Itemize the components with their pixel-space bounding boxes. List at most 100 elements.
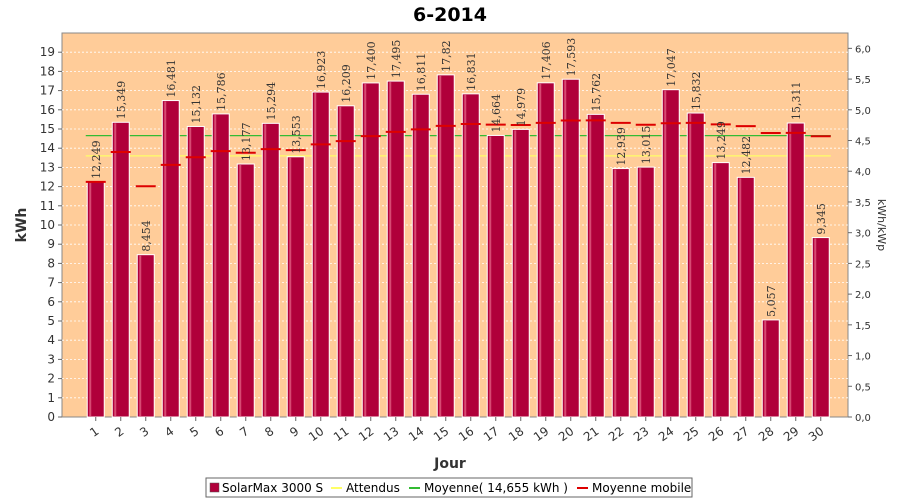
bar-highlight bbox=[289, 157, 292, 416]
x-tick-label: 30 bbox=[806, 424, 827, 444]
data-label: 13,553 bbox=[290, 115, 303, 154]
y-tick-label: 4 bbox=[47, 333, 55, 347]
bar-highlight bbox=[339, 106, 342, 416]
y2-tick-label: 4,5 bbox=[855, 137, 871, 148]
bar-highlight bbox=[564, 80, 567, 416]
bar-highlight bbox=[189, 127, 192, 416]
bar-highlight bbox=[764, 320, 767, 416]
data-label: 12,939 bbox=[615, 127, 628, 166]
y-tick-label: 3 bbox=[47, 352, 55, 366]
bar-highlight bbox=[89, 182, 92, 416]
bar-highlight bbox=[439, 75, 442, 416]
y-tick-label: 2 bbox=[47, 372, 55, 386]
data-label: 12,249 bbox=[90, 140, 103, 179]
bar-highlight bbox=[314, 93, 317, 416]
y-tick-label: 15 bbox=[40, 122, 55, 136]
x-tick-label: 3 bbox=[137, 424, 151, 440]
x-tick-label: 11 bbox=[331, 424, 352, 444]
x-tick-label: 15 bbox=[431, 424, 452, 444]
bar-highlight bbox=[514, 130, 517, 416]
y-tick-label: 18 bbox=[40, 64, 55, 78]
bar-highlight bbox=[589, 115, 592, 416]
data-label: 12,482 bbox=[740, 136, 753, 175]
bar-highlight bbox=[239, 165, 242, 416]
legend-label-moyenne: Moyenne( 14,655 kWh ) bbox=[424, 481, 568, 495]
y-tick-label: 19 bbox=[40, 45, 55, 59]
x-tick-label: 18 bbox=[506, 424, 527, 444]
data-label: 13,249 bbox=[715, 121, 728, 160]
y-tick-label: 1 bbox=[47, 391, 55, 405]
bar-highlight bbox=[214, 114, 217, 416]
data-label: 13,177 bbox=[240, 123, 253, 162]
y2-tick-label: 1,0 bbox=[855, 352, 871, 363]
x-tick-label: 10 bbox=[306, 424, 327, 444]
data-label: 16,811 bbox=[415, 53, 428, 92]
bar-highlight bbox=[264, 124, 267, 417]
moving-average bbox=[85, 119, 831, 188]
data-label: 16,831 bbox=[465, 52, 478, 91]
x-tick-label: 29 bbox=[781, 424, 802, 444]
data-label: 17,593 bbox=[565, 38, 578, 77]
x-axis-label: Jour bbox=[433, 456, 466, 472]
y2-tick-label: 3,0 bbox=[855, 229, 871, 240]
y-tick-label: 7 bbox=[47, 276, 55, 290]
x-tick-label: 14 bbox=[406, 424, 427, 444]
x-tick-label: 4 bbox=[162, 424, 176, 440]
x-tick-label: 8 bbox=[262, 424, 276, 440]
bar-highlight bbox=[414, 95, 417, 417]
x-axis-ticks: 1 2 3 4 5 6 7 8 9 10 11 12 13 14 15 16 17 18 19 20 21 22 23 24 2… bbox=[87, 417, 826, 444]
reference-lines bbox=[85, 135, 831, 157]
data-label: 17,406 bbox=[540, 41, 553, 80]
data-label: 14,664 bbox=[490, 94, 503, 133]
data-label: 15,294 bbox=[265, 82, 278, 121]
y-tick-label: 16 bbox=[40, 103, 55, 117]
bar-highlight bbox=[814, 238, 817, 416]
x-tick-label: 13 bbox=[381, 424, 402, 444]
y-tick-label: 10 bbox=[40, 218, 55, 232]
data-label: 17,047 bbox=[665, 48, 678, 87]
data-label: 16,481 bbox=[165, 59, 178, 98]
x-tick-label: 12 bbox=[356, 424, 377, 444]
x-tick-label: 21 bbox=[581, 424, 602, 444]
data-label: 16,923 bbox=[315, 51, 328, 90]
y2-tick-label: 2,5 bbox=[855, 259, 871, 270]
y2-tick-label: 2,0 bbox=[855, 290, 871, 301]
y2-axis-ticks: 0,0 0,5 1,0 1,5 2,0 2,5 3,0 3,5 4,0 4,5 5,0 5,5 6,0 bbox=[848, 44, 871, 424]
legend-label-bars: SolarMax 3000 S bbox=[222, 481, 323, 495]
x-tick-label: 26 bbox=[706, 424, 727, 444]
bar-highlight bbox=[464, 94, 467, 417]
data-label: 17,82 bbox=[440, 40, 453, 72]
y-tick-label: 12 bbox=[40, 180, 55, 194]
bar-highlight bbox=[614, 169, 617, 416]
bar-highlight bbox=[714, 163, 717, 416]
x-tick-label: 6 bbox=[212, 424, 226, 440]
data-label: 15,786 bbox=[215, 72, 228, 111]
bars bbox=[86, 74, 830, 418]
y-tick-label: 14 bbox=[40, 141, 55, 155]
x-tick-label: 5 bbox=[187, 424, 201, 440]
y2-tick-label: 0,5 bbox=[855, 382, 871, 393]
bar-highlight bbox=[639, 168, 642, 416]
y2-tick-label: 3,5 bbox=[855, 198, 871, 209]
y-tick-label: 9 bbox=[47, 237, 55, 251]
legend-label-attendus: Attendus bbox=[346, 481, 400, 495]
y2-tick-label: 5,0 bbox=[855, 106, 871, 117]
legend-box bbox=[205, 477, 693, 498]
data-label: 15,349 bbox=[115, 81, 128, 120]
x-tick-label: 22 bbox=[606, 424, 627, 444]
legend: SolarMax 3000 S Attendus Moyenne( 14,655… bbox=[205, 477, 693, 498]
y-tick-label: 6 bbox=[47, 295, 55, 309]
chart-title: 6-2014 bbox=[413, 4, 487, 26]
data-label: 15,762 bbox=[590, 73, 603, 112]
data-label: 9,345 bbox=[815, 203, 828, 235]
x-tick-label: 17 bbox=[481, 424, 502, 444]
bar-highlight bbox=[539, 83, 542, 416]
grid bbox=[62, 51, 848, 399]
bar-highlight bbox=[689, 114, 692, 416]
data-label: 16,209 bbox=[340, 64, 353, 103]
bar-highlight bbox=[139, 255, 142, 416]
y2-tick-label: 4,0 bbox=[855, 167, 871, 178]
x-tick-label: 24 bbox=[656, 424, 677, 444]
